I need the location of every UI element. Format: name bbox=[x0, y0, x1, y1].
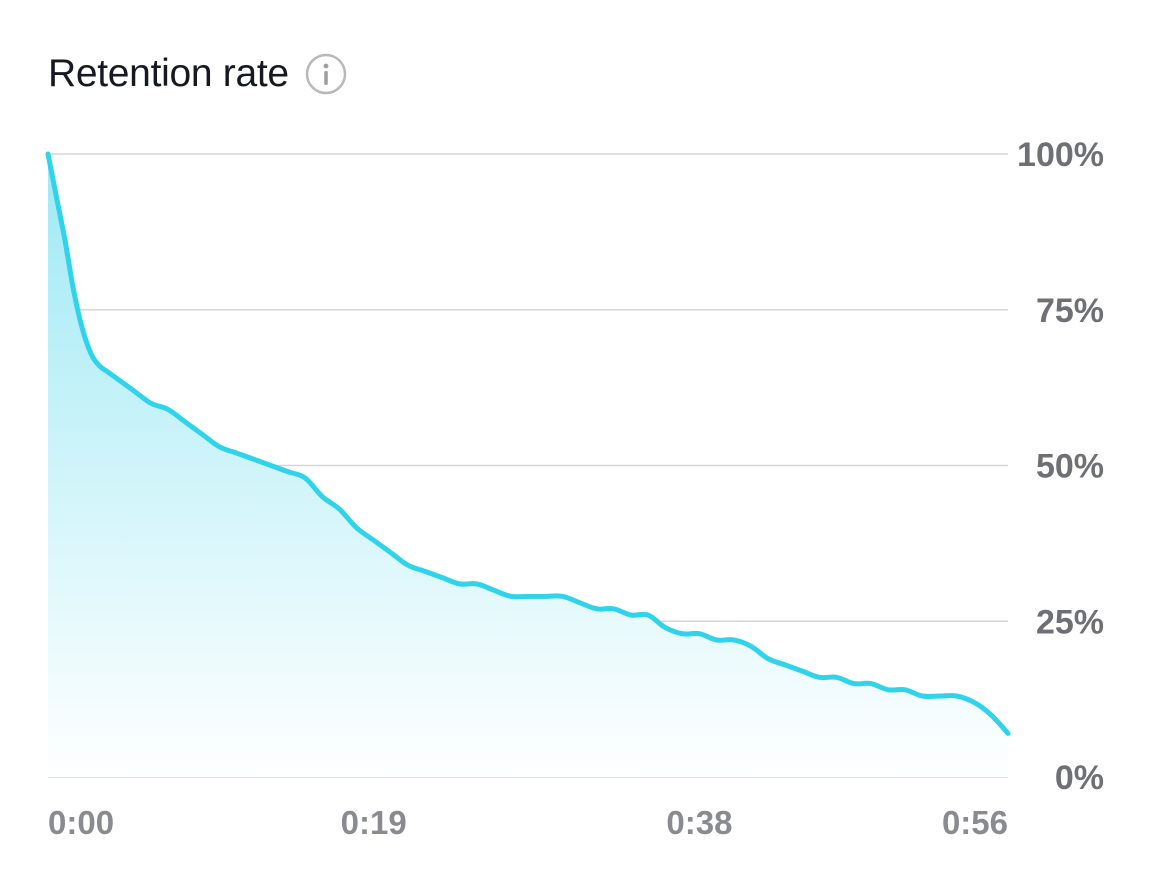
line-layer bbox=[45, 151, 1011, 736]
y-tick-label: 25% bbox=[1036, 603, 1104, 641]
x-axis-ticks: 0:00 0:19 0:38 0:56 bbox=[48, 804, 1008, 841]
retention-area bbox=[48, 154, 1008, 777]
retention-line bbox=[45, 151, 1011, 736]
x-tick-label: 0:19 bbox=[341, 804, 407, 841]
y-axis-ticks: 100% 75% 50% 25% 0% bbox=[1017, 136, 1104, 797]
x-tick-label: 0:00 bbox=[48, 804, 114, 841]
y-tick-label: 50% bbox=[1036, 448, 1104, 486]
chart-header: Retention rate bbox=[48, 46, 347, 102]
x-tick-label: 0:56 bbox=[942, 804, 1008, 841]
chart-title: Retention rate bbox=[48, 52, 289, 95]
y-tick-label: 75% bbox=[1036, 292, 1104, 330]
area-layer bbox=[48, 154, 1008, 777]
y-tick-label: 0% bbox=[1055, 759, 1104, 797]
x-tick-label: 0:38 bbox=[666, 804, 732, 841]
info-icon[interactable] bbox=[305, 53, 347, 95]
y-tick-label: 100% bbox=[1017, 136, 1104, 174]
